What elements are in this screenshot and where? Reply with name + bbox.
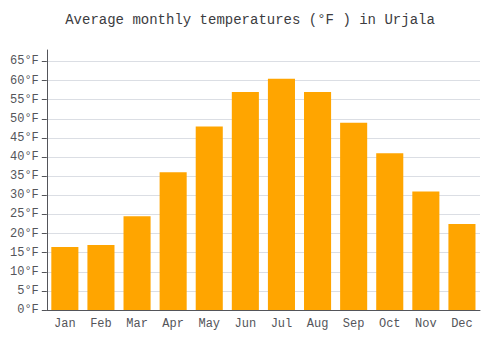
svg-text:25°F: 25°F: [10, 207, 39, 221]
svg-text:Apr: Apr: [162, 317, 184, 331]
svg-text:5°F: 5°F: [17, 284, 39, 298]
svg-text:65°F: 65°F: [10, 54, 39, 68]
svg-text:0°F: 0°F: [17, 303, 39, 317]
svg-text:35°F: 35°F: [10, 169, 39, 183]
svg-text:Mar: Mar: [126, 317, 148, 331]
svg-text:20°F: 20°F: [10, 227, 39, 241]
svg-text:May: May: [198, 317, 220, 331]
svg-text:Nov: Nov: [415, 317, 437, 331]
svg-text:Oct: Oct: [379, 317, 401, 331]
svg-text:45°F: 45°F: [10, 131, 39, 145]
svg-text:50°F: 50°F: [10, 112, 39, 126]
svg-text:15°F: 15°F: [10, 246, 39, 260]
svg-text:55°F: 55°F: [10, 93, 39, 107]
svg-text:Dec: Dec: [451, 317, 473, 331]
svg-text:40°F: 40°F: [10, 150, 39, 164]
svg-text:Jun: Jun: [235, 317, 257, 331]
svg-text:10°F: 10°F: [10, 265, 39, 279]
svg-text:Sep: Sep: [343, 317, 365, 331]
svg-text:Jan: Jan: [54, 317, 76, 331]
svg-text:Average monthly temperatures (: Average monthly temperatures (°F ) in Ur…: [65, 12, 435, 28]
svg-text:30°F: 30°F: [10, 188, 39, 202]
svg-text:Jul: Jul: [271, 317, 293, 331]
svg-text:Aug: Aug: [307, 317, 329, 331]
svg-text:60°F: 60°F: [10, 74, 39, 88]
svg-text:Feb: Feb: [90, 317, 112, 331]
